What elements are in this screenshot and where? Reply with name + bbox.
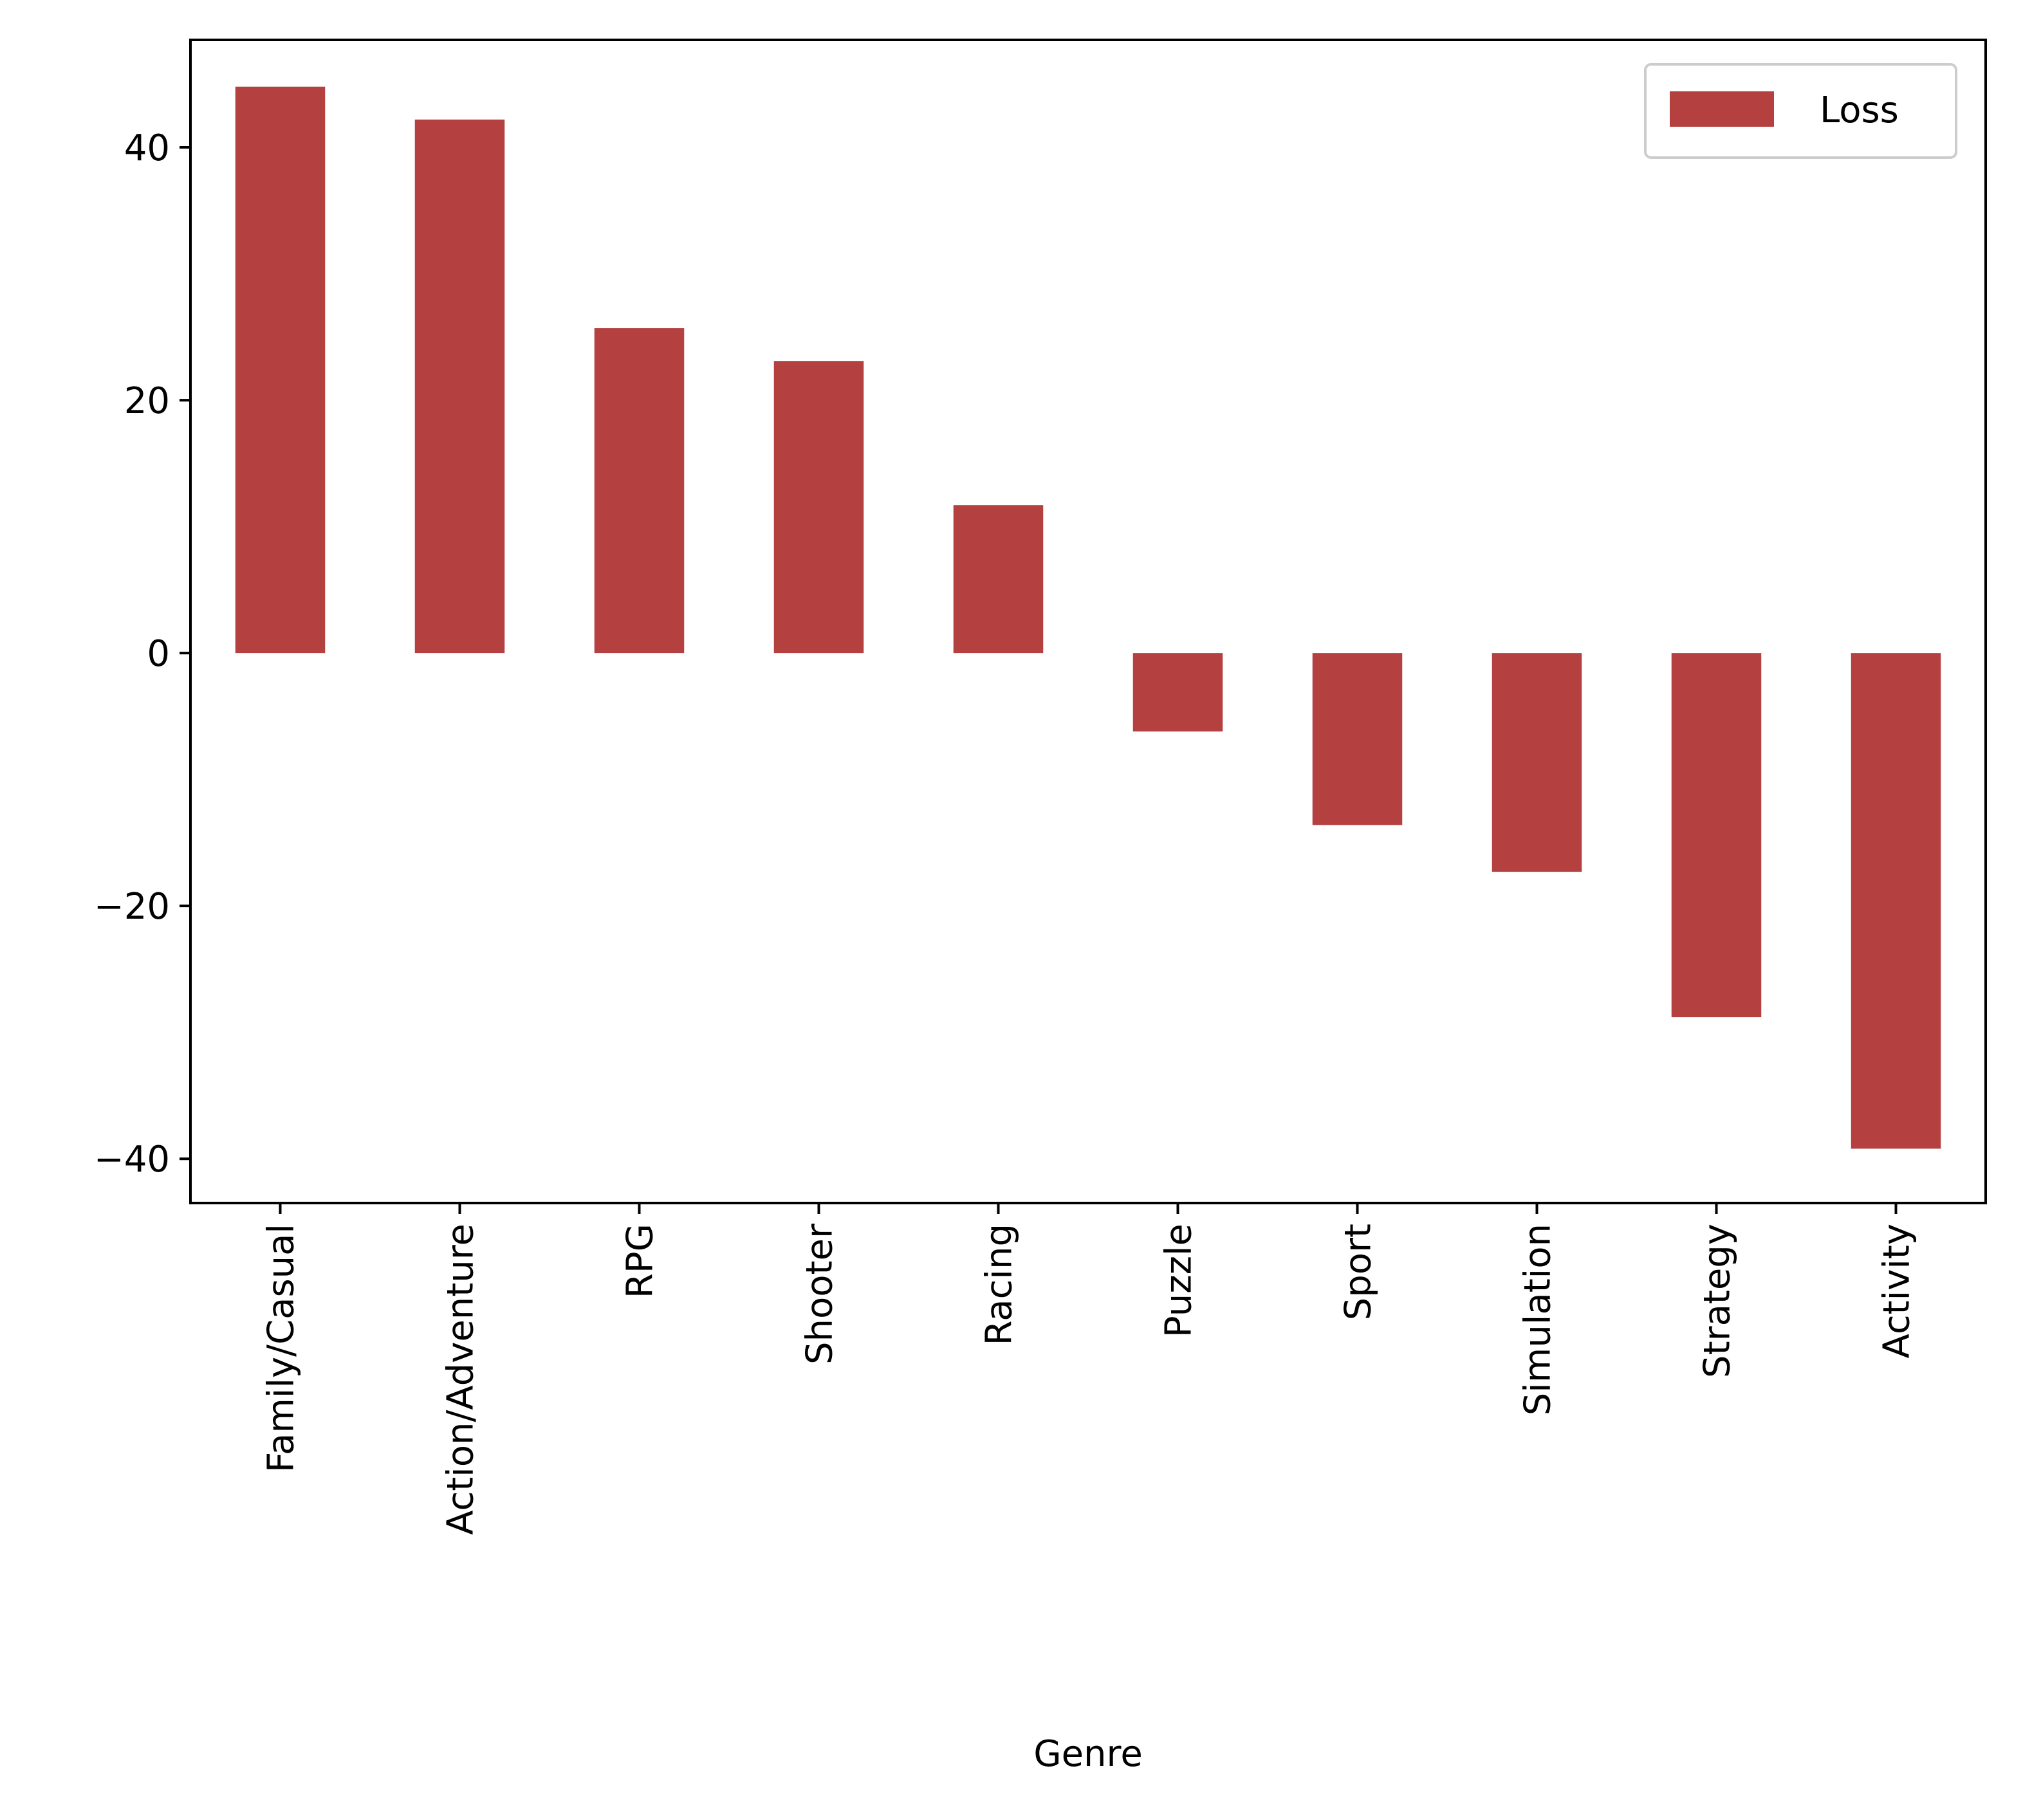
bar-rpg: [594, 328, 685, 654]
x-tick-label-sport: Sport: [1338, 1224, 1380, 1320]
x-tick-label-puzzle: Puzzle: [1158, 1224, 1200, 1337]
x-tick-label-simulation: Simulation: [1517, 1224, 1559, 1415]
x-tick-label-family-casual: Family/Casual: [261, 1224, 302, 1473]
bar-racing: [953, 505, 1044, 654]
bar-family-casual: [235, 86, 326, 654]
bar-shooter: [773, 361, 864, 654]
x-tick-label-action-adventure: Action/Adventure: [440, 1224, 482, 1535]
bar-puzzle: [1132, 653, 1223, 731]
y-tick-label: 20: [124, 380, 170, 422]
legend-label-loss: Loss: [1820, 89, 1899, 131]
bar-action-adventure: [414, 119, 505, 654]
bar-sport: [1312, 653, 1403, 825]
y-tick-label: −20: [94, 886, 170, 928]
y-tick-label: −40: [94, 1139, 170, 1181]
y-axis: −40 −20 0 20 40: [94, 127, 190, 1181]
x-tick-label-strategy: Strategy: [1697, 1224, 1739, 1378]
x-axis-label: Genre: [1033, 1733, 1143, 1775]
bar-strategy: [1671, 653, 1762, 1018]
y-tick-label: 0: [147, 633, 170, 675]
plot-frame: [189, 39, 1987, 1204]
x-tick-label-racing: Racing: [979, 1224, 1021, 1345]
x-tick-label-shooter: Shooter: [799, 1223, 841, 1365]
x-tick-label-rpg: RPG: [620, 1224, 661, 1298]
bar-activity: [1851, 653, 1941, 1149]
legend-box: [1644, 63, 1957, 159]
legend-swatch: [1670, 91, 1774, 127]
legend: Loss: [1644, 63, 1957, 159]
bar-simulation: [1492, 653, 1582, 872]
bars-group: [235, 86, 1941, 1149]
x-tick-label-activity: Activity: [1876, 1224, 1918, 1358]
x-axis: Family/Casual Action/Adventure RPG Shooter R…: [261, 1203, 1918, 1535]
y-tick-label: 40: [124, 127, 170, 169]
